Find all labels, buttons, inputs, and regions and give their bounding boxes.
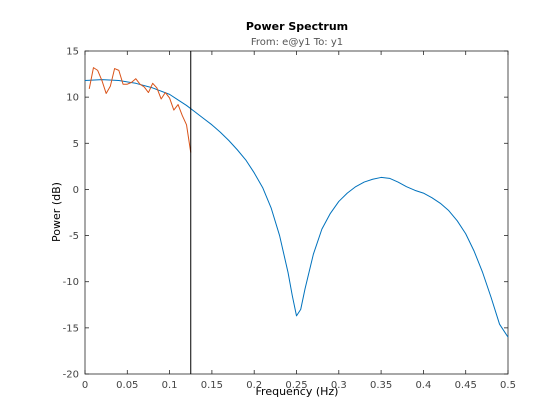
x-tick-label: 0.4 (415, 380, 431, 391)
y-tick-label: -20 (63, 370, 79, 381)
y-tick-label: 10 (66, 93, 79, 104)
y-tick-label: 0 (73, 185, 79, 196)
chart-title: Power Spectrum (246, 20, 348, 33)
x-tick-label: 0.2 (246, 380, 262, 391)
x-tick-label: 0.3 (331, 380, 347, 391)
y-axis-label: Power (dB) (50, 182, 63, 242)
y-ticks: -20 -15 -10 -5 0 5 10 15 (63, 47, 508, 381)
y-tick-label: 15 (66, 47, 79, 58)
x-tick-label: 0.05 (116, 380, 138, 391)
x-tick-label: 0.25 (285, 380, 307, 391)
y-tick-label: -15 (63, 323, 79, 334)
y-tick-label: -10 (63, 277, 79, 288)
x-tick-label: 0.5 (500, 380, 516, 391)
series-line-1 (84, 79, 509, 338)
x-tick-label: 0.1 (162, 380, 178, 391)
chart-subtitle: From: e@y1 To: y1 (251, 37, 343, 48)
x-tick-label: 0.35 (370, 380, 392, 391)
x-tick-label: 0 (82, 380, 88, 391)
y-tick-label: -5 (69, 231, 79, 242)
x-tick-label: 0.15 (201, 380, 223, 391)
x-axis-label: Frequency (Hz) (256, 385, 339, 398)
x-ticks: 0 0.05 0.1 0.15 0.2 0.25 0.3 0.35 0.4 0.45 0.5 (82, 51, 516, 391)
y-tick-label: 5 (73, 139, 79, 150)
series-line-2 (88, 67, 192, 153)
x-tick-label: 0.45 (455, 380, 477, 391)
